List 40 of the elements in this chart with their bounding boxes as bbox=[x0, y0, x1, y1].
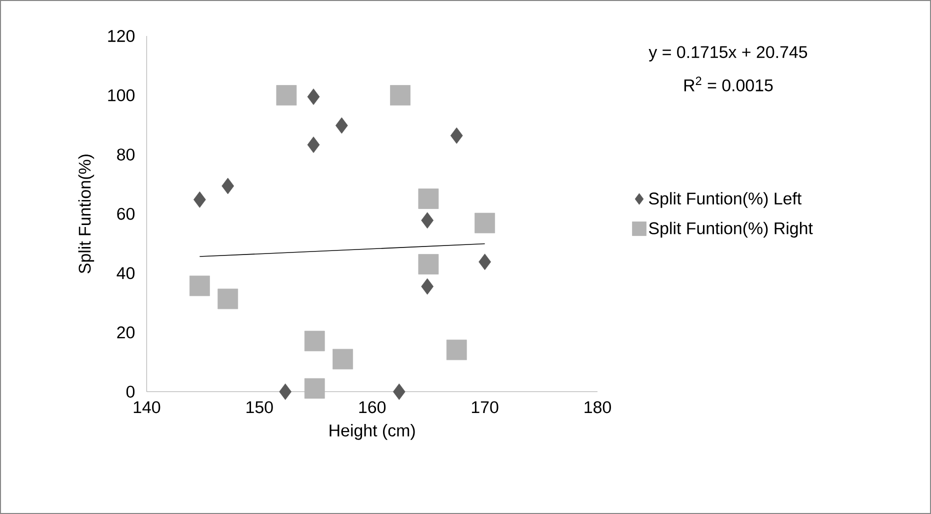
point bbox=[478, 254, 492, 270]
point bbox=[218, 288, 238, 310]
y-tick-label: 60 bbox=[117, 208, 135, 220]
point bbox=[450, 127, 463, 144]
point bbox=[421, 212, 434, 229]
x-tick-label: 160 bbox=[359, 401, 386, 414]
text: y = 0.1715x + 20.745 bbox=[648, 46, 808, 62]
point bbox=[332, 348, 353, 370]
y-tick-label: 100 bbox=[108, 89, 135, 102]
point bbox=[418, 188, 439, 209]
y-tick-label: 0 bbox=[126, 386, 135, 398]
legend-label: Split Funtion(%) Right bbox=[649, 222, 813, 238]
x-tick-label: 140 bbox=[134, 401, 160, 414]
x-tick-label: 180 bbox=[584, 401, 611, 414]
point bbox=[390, 85, 410, 106]
y-tick-label: 40 bbox=[116, 267, 135, 280]
point bbox=[474, 212, 496, 234]
point bbox=[418, 254, 439, 274]
point bbox=[189, 276, 210, 296]
x-axis-title: Height (cm) bbox=[330, 424, 415, 440]
point bbox=[446, 340, 467, 360]
point bbox=[279, 384, 292, 400]
point bbox=[307, 136, 320, 153]
point bbox=[222, 178, 234, 194]
x-tick-label: 150 bbox=[246, 401, 273, 414]
point bbox=[335, 117, 348, 134]
y-tick-label: 80 bbox=[117, 148, 135, 161]
point bbox=[307, 88, 320, 105]
point bbox=[193, 191, 206, 208]
legend-label: Split Funtion(%) Left bbox=[649, 192, 802, 208]
y-axis-title: Split Funtion(%) bbox=[78, 154, 94, 274]
point bbox=[392, 384, 406, 400]
point bbox=[304, 378, 325, 399]
point bbox=[304, 330, 325, 352]
y-tick-label: 120 bbox=[108, 30, 135, 42]
y-tick-label: 20 bbox=[117, 326, 135, 338]
point bbox=[276, 85, 297, 106]
point bbox=[421, 278, 434, 295]
text: R$^{2}$ = 0.0015 bbox=[684, 76, 773, 92]
x-tick-label: 170 bbox=[472, 401, 498, 414]
